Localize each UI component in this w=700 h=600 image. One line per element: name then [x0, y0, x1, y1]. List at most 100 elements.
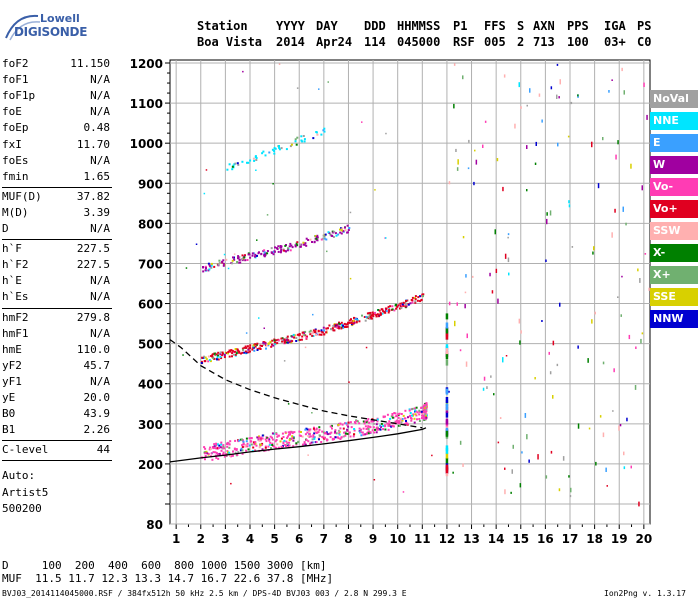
echo-point [204, 447, 207, 450]
echo-point [205, 450, 208, 453]
echo-point [313, 436, 316, 439]
echo-point [334, 436, 337, 439]
noise-point [431, 454, 433, 457]
echo-point [303, 334, 306, 336]
echo-point [350, 318, 352, 321]
noise-point [556, 363, 559, 367]
echo-point [423, 406, 426, 409]
echo-point [392, 425, 395, 428]
echo-point [290, 143, 293, 146]
echo-point [333, 438, 335, 441]
echo-point [335, 234, 338, 237]
echo-point [223, 354, 226, 356]
echo-point [305, 439, 308, 441]
param-row: foE N/A [2, 105, 110, 121]
echo-point [305, 336, 308, 339]
echo-point [223, 356, 226, 359]
echo-point [339, 438, 342, 441]
interference-band [445, 467, 449, 474]
echo-point [387, 305, 390, 308]
echo-point [296, 244, 299, 247]
echo-point [256, 343, 258, 346]
echo-point [385, 310, 388, 312]
echo-point [353, 433, 355, 436]
echo-point [338, 327, 340, 330]
echo-point [318, 428, 321, 431]
echo-point [242, 348, 245, 351]
echo-point [400, 304, 403, 307]
echo-point [284, 431, 287, 434]
noise-point [613, 368, 615, 373]
echo-point [366, 419, 369, 422]
echo-point [411, 296, 414, 299]
echo-point [312, 427, 315, 430]
echo-point [294, 244, 297, 247]
echo-point [204, 455, 207, 457]
noise-point [545, 259, 547, 262]
echo-point [405, 305, 408, 308]
echo-point [345, 422, 348, 425]
echo-point [312, 137, 315, 140]
echo-point [342, 435, 345, 438]
x-tick-label: 18 [586, 532, 603, 546]
noise-point [570, 101, 573, 105]
echo-point [274, 147, 277, 150]
param-label: yF2 [2, 358, 22, 372]
echo-point [325, 327, 328, 330]
noise-point [625, 222, 627, 226]
noise-point [348, 381, 350, 383]
header-value-5: RSF [453, 35, 475, 49]
echo-point [398, 420, 401, 423]
echo-point [316, 133, 319, 136]
echo-point [289, 249, 292, 252]
echo-point [285, 445, 287, 448]
echo-point [241, 449, 244, 452]
echo-point [271, 436, 273, 439]
interference-band [445, 359, 449, 366]
echo-point [262, 150, 265, 153]
noise-point [538, 93, 541, 97]
echo-point [338, 321, 340, 324]
echo-point [367, 315, 370, 318]
echo-point [368, 425, 371, 428]
echo-point [334, 430, 337, 433]
echo-point [254, 255, 256, 258]
echo-point [425, 402, 428, 405]
echo-point [240, 447, 243, 450]
echo-point [247, 448, 250, 451]
echo-point [256, 349, 259, 351]
header-value-8: 713 [533, 35, 555, 49]
echo-point [354, 318, 357, 320]
echo-point [414, 301, 417, 304]
echo-point [231, 165, 234, 168]
echo-point [261, 437, 264, 440]
echo-point [302, 243, 305, 246]
echo-point [391, 413, 394, 415]
param-row: fxI 11.70 [2, 138, 110, 154]
echo-point [269, 441, 272, 444]
echo-point [335, 323, 338, 326]
echo-point [355, 317, 358, 320]
header-label-7: S [517, 19, 525, 33]
echo-point [352, 319, 355, 322]
echo-point [249, 350, 251, 353]
noise-point [546, 212, 548, 216]
noise-point [556, 94, 558, 99]
echo-point [305, 237, 308, 240]
echo-point [373, 431, 376, 434]
echo-point [402, 414, 405, 417]
echo-point [230, 349, 232, 352]
echo-point [398, 424, 401, 427]
echo-point [260, 444, 263, 446]
echo-point [249, 344, 252, 347]
param-label: M(D) [2, 205, 29, 219]
echo-point [203, 355, 205, 358]
echo-point [342, 427, 345, 430]
echo-point [216, 447, 219, 450]
echo-point [348, 227, 351, 229]
echo-point [315, 430, 318, 432]
echo-point [300, 431, 302, 433]
echo-point [280, 147, 283, 150]
echo-point [269, 340, 272, 343]
echo-point [275, 247, 278, 250]
